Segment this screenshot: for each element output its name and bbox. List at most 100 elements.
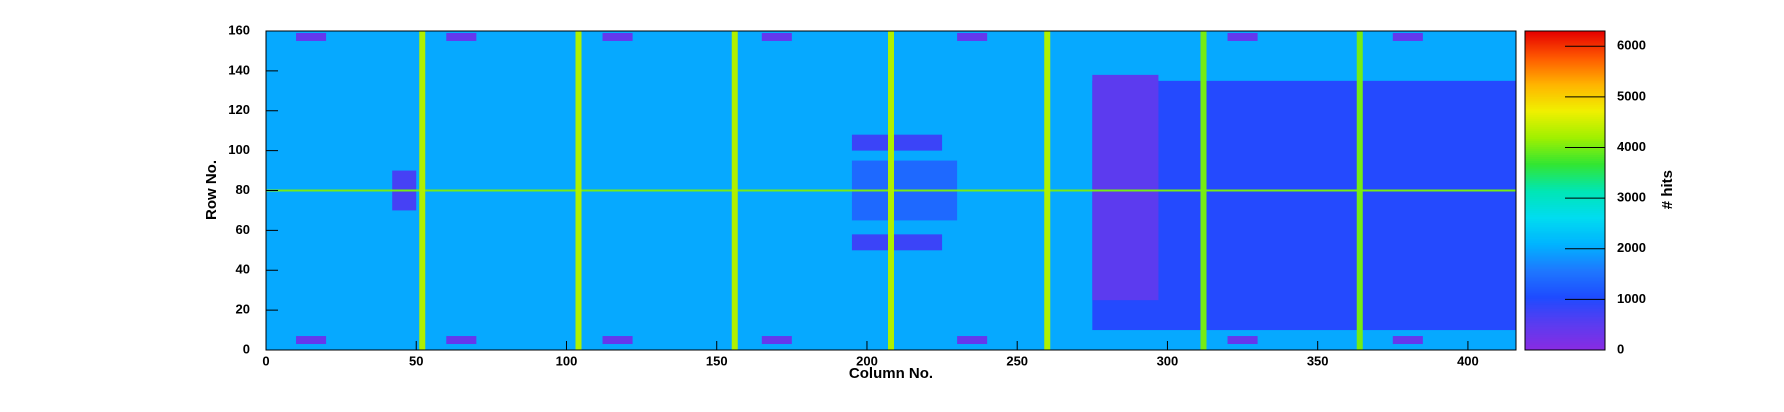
colorbar-step — [1525, 158, 1605, 162]
colorbar-step — [1525, 198, 1605, 201]
colorbar-step — [1525, 208, 1605, 211]
colorbar-step — [1525, 230, 1605, 233]
colorbar-step — [1525, 262, 1605, 265]
colorbar-step — [1525, 336, 1605, 339]
colorbar-step — [1525, 280, 1605, 283]
colorbar-step — [1525, 122, 1605, 126]
colorbar-step — [1525, 46, 1605, 50]
colorbar-step — [1525, 126, 1605, 130]
colorbar-step — [1525, 296, 1605, 299]
colorbar-step — [1525, 42, 1605, 46]
colorbar-step — [1525, 244, 1605, 247]
colorbar-step — [1525, 274, 1605, 277]
colorbar-step — [1525, 190, 1605, 193]
y-tick-label: 40 — [236, 262, 250, 277]
heat-cell — [761, 32, 792, 41]
heat-cell — [851, 134, 943, 151]
colorbar-step — [1525, 216, 1605, 219]
colorbar-step — [1525, 136, 1605, 140]
colorbar-step — [1525, 54, 1605, 58]
colorbar-step — [1525, 320, 1605, 323]
colorbar-step — [1525, 248, 1605, 251]
colorbar-step — [1525, 194, 1605, 197]
colorbar-step — [1525, 170, 1605, 174]
x-tick-label: 100 — [556, 353, 578, 368]
colorbar-step — [1525, 332, 1605, 335]
heat-cell — [446, 336, 477, 345]
colorbar-step — [1525, 220, 1605, 223]
colorbar-step — [1525, 86, 1605, 90]
colorbar-step — [1525, 246, 1605, 249]
heat-cell — [575, 31, 582, 350]
colorbar-step — [1525, 120, 1605, 124]
z-tick-label: 6000 — [1617, 38, 1646, 53]
colorbar-step — [1525, 156, 1605, 160]
x-tick-label: 200 — [856, 353, 878, 368]
colorbar-step — [1525, 116, 1605, 120]
colorbar-step — [1525, 226, 1605, 229]
colorbar-step — [1525, 152, 1605, 156]
colorbar-step — [1525, 104, 1605, 108]
colorbar-step — [1525, 334, 1605, 337]
colorbar-step — [1525, 96, 1605, 100]
colorbar-step — [1525, 236, 1605, 239]
colorbar-step — [1525, 40, 1605, 44]
y-tick-label: 120 — [228, 102, 250, 117]
y-tick-label: 20 — [236, 302, 250, 317]
colorbar-step — [1525, 212, 1605, 215]
colorbar-step — [1525, 80, 1605, 84]
colorbar-step — [1525, 114, 1605, 118]
colorbar-step — [1525, 282, 1605, 285]
heat-cell — [446, 32, 477, 41]
x-tick-label: 150 — [706, 353, 728, 368]
colorbar-step — [1525, 172, 1605, 176]
heat-cell — [1092, 74, 1159, 301]
heat-cell — [1044, 31, 1051, 350]
colorbar-step — [1525, 56, 1605, 60]
colorbar-step — [1525, 32, 1605, 36]
colorbar-step — [1525, 142, 1605, 146]
colorbar-step — [1525, 260, 1605, 263]
colorbar-step — [1525, 90, 1605, 94]
colorbar-step — [1525, 304, 1605, 307]
colorbar-step — [1525, 346, 1605, 349]
colorbar-step — [1525, 312, 1605, 315]
colorbar-step — [1525, 132, 1605, 136]
y-tick-label: 0 — [243, 341, 250, 356]
colorbar-step — [1525, 348, 1605, 351]
colorbar-step — [1525, 62, 1605, 66]
heat-cell — [1200, 31, 1207, 350]
z-tick-label: 2000 — [1617, 240, 1646, 255]
colorbar-step — [1525, 184, 1605, 188]
colorbar-step — [1525, 330, 1605, 333]
colorbar-step — [1525, 228, 1605, 231]
z-tick-label: 0 — [1617, 341, 1624, 356]
colorbar-step — [1525, 266, 1605, 269]
colorbar-step — [1525, 238, 1605, 241]
colorbar-step — [1525, 48, 1605, 52]
colorbar-step — [1525, 324, 1605, 327]
heat-cell — [887, 31, 895, 350]
colorbar-step — [1525, 50, 1605, 54]
colorbar-step — [1525, 270, 1605, 273]
z-tick-label: 4000 — [1617, 139, 1646, 154]
colorbar-step — [1525, 168, 1605, 172]
colorbar-step — [1525, 74, 1605, 78]
heat-cell — [731, 31, 738, 350]
x-tick-label: 400 — [1457, 353, 1479, 368]
colorbar-step — [1525, 300, 1605, 303]
colorbar-step — [1525, 94, 1605, 98]
colorbar-step — [1525, 232, 1605, 235]
colorbar-step — [1525, 254, 1605, 257]
colorbar-step — [1525, 134, 1605, 138]
colorbar-step — [1525, 256, 1605, 259]
colorbar-step — [1525, 326, 1605, 329]
colorbar-step — [1525, 204, 1605, 207]
colorbar-step — [1525, 166, 1605, 170]
colorbar-step — [1525, 242, 1605, 245]
colorbar-step — [1525, 164, 1605, 168]
heat-cell — [761, 336, 792, 345]
heat-cell — [602, 32, 633, 41]
heat-cell — [296, 336, 327, 345]
